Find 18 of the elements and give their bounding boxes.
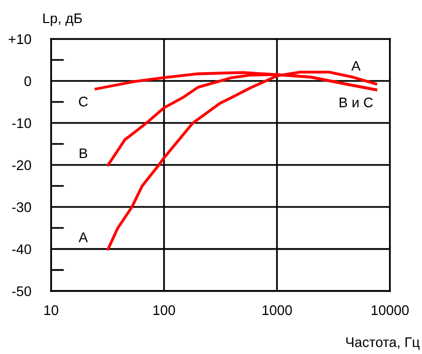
x-axis-title: Частота, Гц bbox=[346, 337, 420, 350]
x-tick-label: 10 bbox=[44, 305, 58, 316]
x-tick-label: 10000 bbox=[372, 305, 409, 316]
annotation: В и С bbox=[340, 98, 373, 108]
y-tick-label: -50 bbox=[12, 286, 32, 296]
y-tick-label: +10 bbox=[8, 34, 32, 44]
x-tick-label: 100 bbox=[153, 305, 176, 316]
series-label: A bbox=[78, 232, 88, 242]
y-tick-label: -30 bbox=[12, 202, 32, 212]
y-tick-label: -20 bbox=[12, 160, 32, 170]
y-axis-title: Lp, дБ bbox=[43, 14, 82, 26]
series-label: B bbox=[80, 148, 88, 158]
annotation: A bbox=[351, 61, 361, 71]
y-tick-label: 0 bbox=[24, 76, 32, 86]
y-tick-label: -40 bbox=[12, 244, 32, 254]
series-label: C bbox=[78, 96, 88, 107]
x-tick-label: 1000 bbox=[262, 305, 292, 316]
y-tick-label: -10 bbox=[12, 118, 32, 128]
